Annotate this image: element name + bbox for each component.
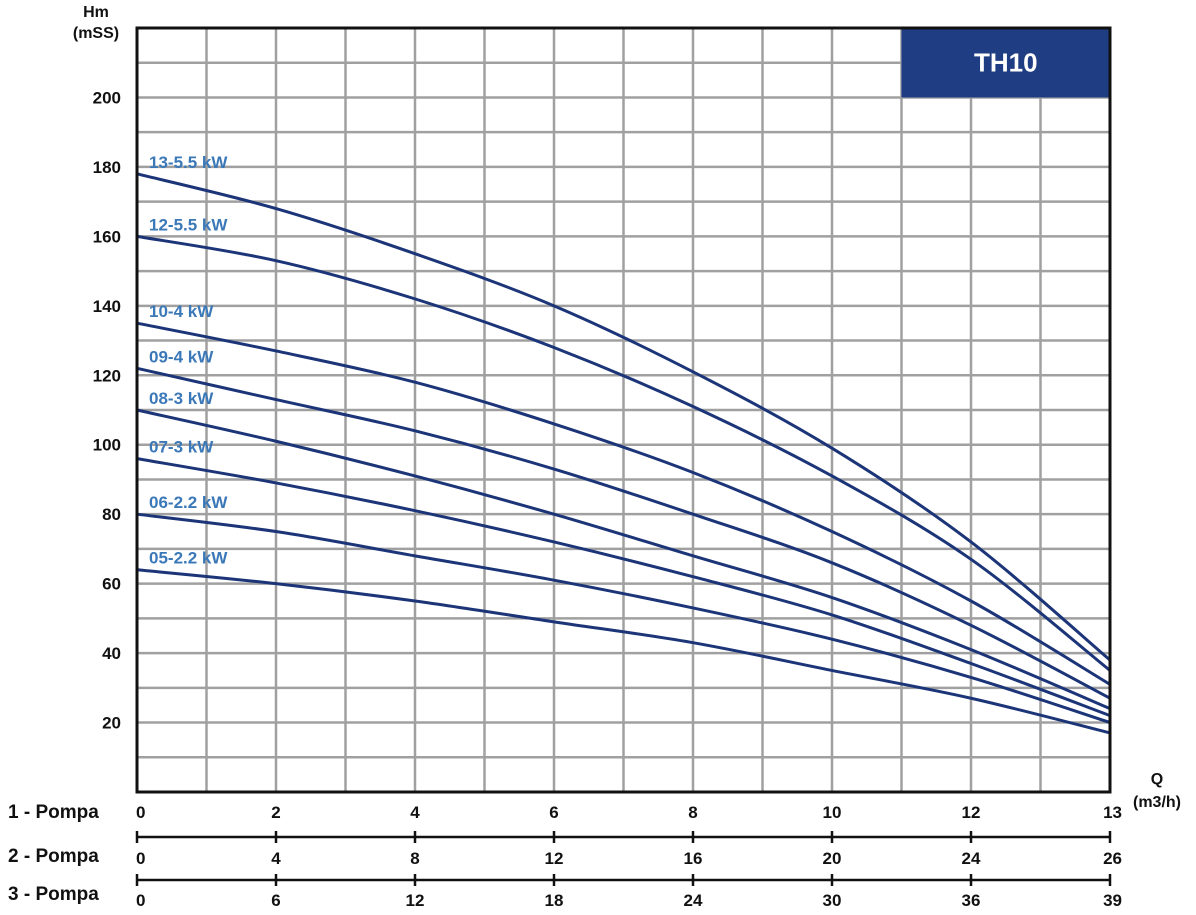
x-tick-label: 12: [545, 849, 564, 868]
curve-08-3-kw: [136, 408, 1111, 711]
y-axis-ticks: 20 40 60 80 100 120 140 160 180 200: [93, 88, 121, 732]
curve-12-5-5-kw: [136, 234, 1111, 672]
x-tick-label: 0: [136, 849, 145, 868]
pump-scale-label: 3 - Pompa: [8, 884, 99, 905]
grid-lines: [137, 28, 1110, 792]
x-tick-label: 0: [136, 803, 145, 822]
x-tick-label: 36: [962, 891, 981, 910]
x-tick-label: 39: [1103, 891, 1122, 910]
x-tick-label: 8: [688, 803, 697, 822]
y-tick-label: 120: [93, 366, 121, 385]
y-axis-title: Hm (mSS): [73, 4, 119, 42]
curve-label: 06-2.2 kW: [149, 493, 228, 512]
x-tick-label: 4: [271, 849, 281, 868]
x-axis-title-line-2: (m3/h): [1133, 794, 1181, 811]
y-tick-label: 20: [102, 714, 121, 733]
x-axis-title-line-1: Q: [1151, 771, 1163, 788]
curve-13-5-5-kw: [136, 172, 1111, 662]
model-badge-text: TH10: [974, 48, 1038, 78]
curve-07-3-kw: [136, 457, 1111, 718]
flow-scales: 1 - Pompa 0 2 4 6 8 10 12 132 - Pompa 0 4 8 12 16 20 24…: [8, 802, 1122, 910]
y-tick-label: 40: [102, 644, 121, 663]
model-badge-box: [901, 29, 1109, 98]
y-tick-label: 180: [93, 158, 121, 177]
y-axis-title-line-2: (mSS): [73, 25, 119, 42]
performance-curves: 13-5.5 kW 12-5.5 kW 10-4 kW 09-4 kW 08-3 kW 0…: [136, 153, 1111, 735]
x-tick-label: 0: [136, 891, 145, 910]
y-tick-label: 200: [93, 88, 121, 107]
x-tick-label: 12: [406, 891, 425, 910]
x-tick-label: 30: [823, 891, 842, 910]
x-tick-label: 8: [410, 849, 419, 868]
x-tick-label: 24: [962, 849, 981, 868]
plot-frame: [135, 26, 1112, 794]
y-tick-label: 100: [93, 436, 121, 455]
pump-scale-label: 2 - Pompa: [8, 846, 99, 867]
curve-label: 05-2.2 kW: [149, 549, 228, 568]
x-tick-label: 18: [545, 891, 564, 910]
curve-09-4-kw: [136, 366, 1111, 700]
x-tick-label: 20: [823, 849, 842, 868]
model-badge: TH10: [901, 29, 1109, 98]
x-axis-title: Q (m3/h): [1133, 771, 1181, 811]
curve-label: 10-4 kW: [149, 302, 214, 321]
y-axis-title-line-1: Hm: [83, 4, 109, 21]
x-tick-label: 12: [962, 803, 981, 822]
pump-scale-label: 1 - Pompa: [8, 802, 99, 823]
curve-10-4-kw: [136, 321, 1111, 686]
curve-label: 09-4 kW: [149, 347, 214, 366]
x-tick-label: 4: [410, 803, 420, 822]
x-tick-label: 6: [271, 891, 280, 910]
x-tick-label: 26: [1103, 849, 1122, 868]
curve-label: 07-3 kW: [149, 438, 214, 457]
x-tick-label: 24: [684, 891, 703, 910]
curve-label: 08-3 kW: [149, 389, 214, 408]
x-tick-label: 16: [684, 849, 703, 868]
curve-label: 12-5.5 kW: [149, 215, 228, 234]
curve-label: 13-5.5 kW: [149, 153, 228, 172]
x-tick-label: 2: [271, 803, 280, 822]
curve-05-2-2-kw: [136, 568, 1111, 735]
y-tick-label: 160: [93, 227, 121, 246]
x-tick-label: 6: [549, 803, 558, 822]
curve-06-2-2-kw: [136, 512, 1111, 724]
y-tick-label: 80: [102, 505, 121, 524]
x-tick-label: 13: [1103, 803, 1122, 822]
x-tick-label: 10: [823, 803, 842, 822]
y-tick-label: 140: [93, 297, 121, 316]
y-tick-label: 60: [102, 575, 121, 594]
